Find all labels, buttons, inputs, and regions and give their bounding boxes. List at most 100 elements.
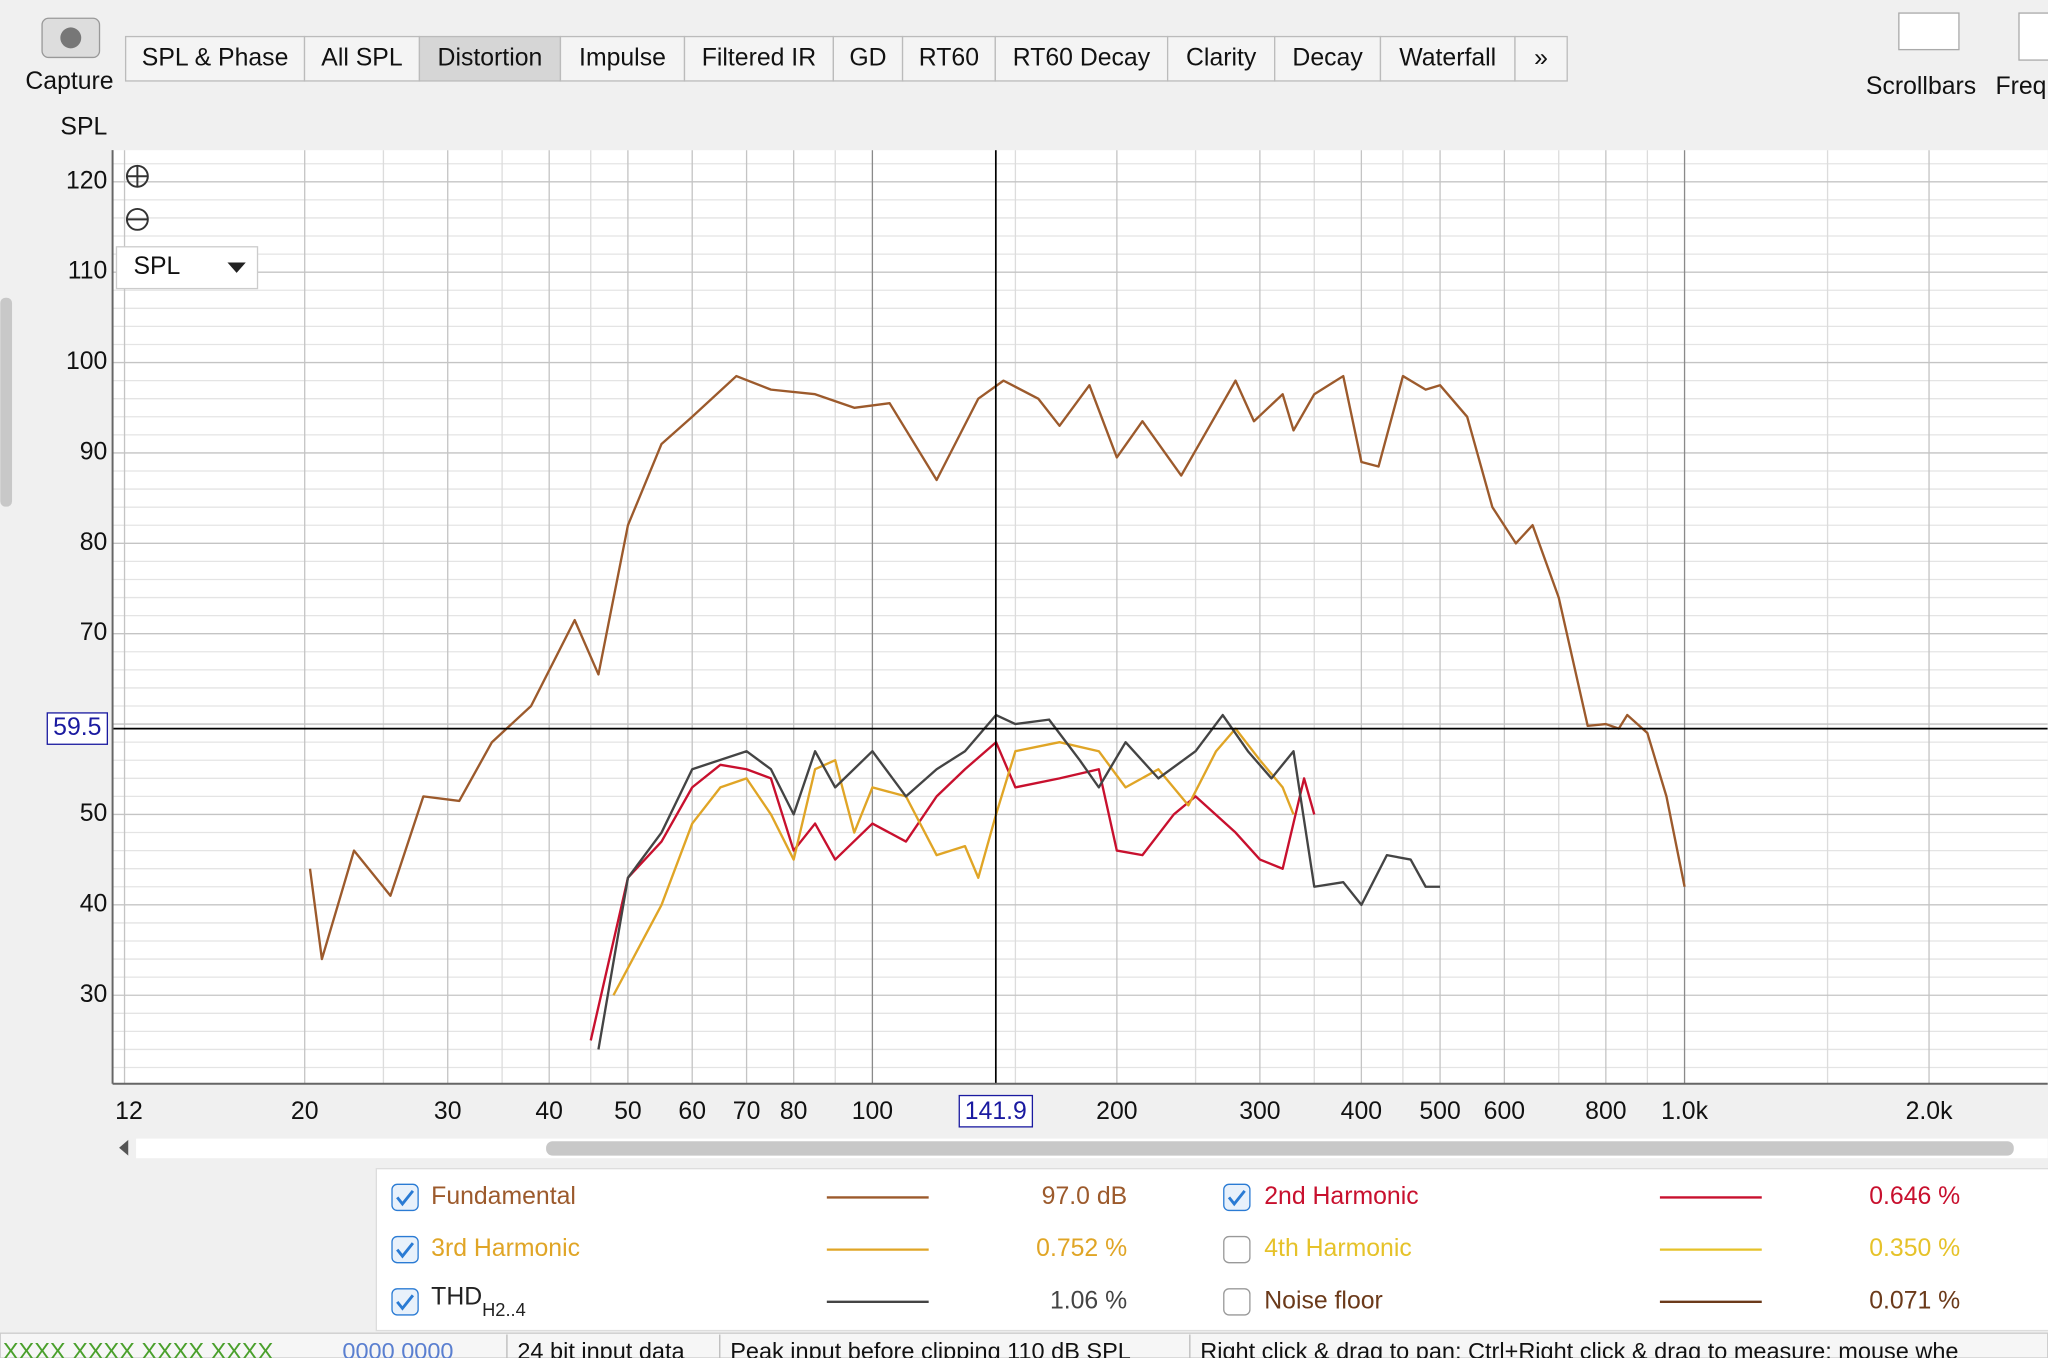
freq-label[interactable]: Freq — [1995, 73, 2046, 100]
tab-label[interactable]: Distortion — [438, 44, 543, 71]
status-text: 0000 0000 — [342, 1338, 453, 1358]
y-tick-label: 30 — [80, 981, 108, 1008]
tab[interactable] — [1166, 35, 1276, 82]
x-tick-label: 80 — [780, 1098, 808, 1125]
legend-check[interactable] — [396, 1242, 415, 1259]
legend-checkbox[interactable] — [391, 1235, 419, 1264]
tab[interactable] — [1379, 35, 1516, 82]
x-tick-label: 12 — [115, 1098, 143, 1125]
status-text: Peak input before clipping 110 dB SPL — [730, 1338, 1131, 1358]
scrollbars-icon[interactable] — [1898, 12, 1960, 51]
legend-checkbox[interactable] — [1223, 1235, 1251, 1264]
x-tick-label: 20 — [291, 1098, 319, 1125]
legend-value: 0.071 % — [1869, 1287, 1960, 1314]
x-tick-label: 400 — [1341, 1098, 1382, 1125]
x-tick-label: 70 — [733, 1098, 761, 1125]
tab[interactable] — [1274, 35, 1382, 82]
tab[interactable] — [1514, 35, 1568, 82]
cursor-x-box — [958, 1094, 1034, 1128]
x-tick-label: 2.0k — [1906, 1098, 1953, 1125]
cursor-y-box — [46, 712, 109, 745]
legend-check[interactable] — [1227, 1189, 1246, 1207]
x-tick-label: 300 — [1239, 1098, 1280, 1125]
tab-label[interactable]: Decay — [1292, 44, 1363, 71]
tab-label[interactable]: RT60 — [919, 44, 979, 71]
legend-name[interactable]: 4th Harmonic — [1264, 1235, 1411, 1262]
x-tick-label: 60 — [678, 1098, 706, 1125]
tab[interactable] — [559, 35, 686, 82]
legend-value: 97.0 dB — [1042, 1183, 1127, 1210]
legend-checkbox[interactable] — [391, 1288, 419, 1316]
legend-checkbox[interactable] — [1223, 1183, 1251, 1212]
x-tick-label: 200 — [1096, 1098, 1137, 1125]
capture-label[interactable]: Capture — [25, 68, 113, 95]
x-tick-label: 800 — [1585, 1098, 1626, 1125]
freq-icon[interactable] — [2018, 12, 2048, 61]
tab[interactable] — [994, 35, 1169, 82]
tab-label[interactable]: SPL & Phase — [142, 44, 289, 71]
vertical-scrollbar[interactable] — [0, 297, 13, 507]
tab[interactable] — [683, 35, 835, 82]
tab[interactable] — [832, 35, 904, 82]
status-text: XXXX XXXX XXXX XXXX — [3, 1338, 274, 1358]
y-tick-label: 120 — [66, 167, 107, 194]
legend-value: 0.350 % — [1869, 1235, 1960, 1262]
x-tick-label: 100 — [852, 1098, 893, 1125]
y-tick-label: 100 — [66, 348, 107, 375]
curve — [612, 727, 1295, 996]
legend-name[interactable]: 2nd Harmonic — [1264, 1183, 1418, 1210]
y-axis-label: SPL — [60, 114, 107, 141]
x-tick-label: 40 — [535, 1098, 563, 1125]
y-tick-label: 40 — [80, 890, 108, 917]
x-tick-label: 1.0k — [1661, 1098, 1708, 1125]
curve — [597, 713, 1441, 1050]
legend-name[interactable]: THD — [431, 1283, 482, 1310]
status-bar — [0, 1332, 2048, 1358]
tab[interactable] — [124, 35, 306, 82]
legend-checkbox[interactable] — [1223, 1288, 1251, 1316]
tab-label[interactable]: Impulse — [579, 44, 666, 71]
y-tick-label: 80 — [80, 529, 108, 556]
x-tick-label: 50 — [614, 1098, 642, 1125]
scrollbars-label[interactable]: Scrollbars — [1866, 73, 1976, 100]
tab-label[interactable]: » — [1534, 44, 1548, 71]
tab-label[interactable]: GD — [849, 44, 886, 71]
h-scroll-thumb[interactable] — [546, 1141, 2014, 1156]
tab-label[interactable]: Clarity — [1186, 44, 1257, 71]
cursor-x-label: 141.9 — [965, 1098, 1027, 1125]
tab-label[interactable]: Waterfall — [1399, 44, 1496, 71]
x-tick-label: 30 — [434, 1098, 462, 1125]
tab[interactable] — [901, 35, 996, 82]
y-tick-label: 70 — [80, 619, 108, 646]
curve — [308, 374, 1686, 961]
legend-name[interactable]: 3rd Harmonic — [431, 1235, 580, 1262]
dropdown-arrow[interactable] — [227, 262, 246, 273]
cursor-y-label: 59.5 — [53, 714, 101, 741]
legend-value: 0.646 % — [1869, 1183, 1960, 1210]
status-text: 24 bit input data — [517, 1338, 685, 1358]
tab-label[interactable]: RT60 Decay — [1013, 44, 1151, 71]
y-tick-label: 50 — [80, 800, 108, 827]
y-tick-label: 110 — [68, 258, 108, 285]
legend-check[interactable] — [396, 1189, 415, 1207]
x-tick-label: 500 — [1419, 1098, 1460, 1125]
tab-label[interactable]: All SPL — [321, 44, 402, 71]
legend-checkbox[interactable] — [391, 1183, 419, 1212]
status-text: Right click & drag to pan; Ctrl+Right cl… — [1200, 1338, 1958, 1358]
legend-name[interactable]: Noise floor — [1264, 1287, 1383, 1314]
legend-value: 1.06 % — [1050, 1287, 1127, 1314]
spl-dropdown-label[interactable]: SPL — [133, 253, 180, 280]
x-tick-label: 600 — [1484, 1098, 1525, 1125]
legend-panel — [375, 1168, 2048, 1332]
scroll-left[interactable] — [119, 1139, 129, 1156]
legend-check[interactable] — [396, 1294, 415, 1311]
curve — [589, 741, 1316, 1041]
legend-name-subscript[interactable]: H2..4 — [482, 1299, 526, 1320]
legend-value: 0.752 % — [1036, 1235, 1127, 1262]
legend-name[interactable]: Fundamental — [431, 1183, 576, 1210]
capture-icon[interactable] — [41, 17, 101, 59]
zoom-controls[interactable] — [125, 164, 149, 231]
tab-label[interactable]: Filtered IR — [702, 44, 816, 71]
y-tick-label: 90 — [80, 438, 108, 465]
